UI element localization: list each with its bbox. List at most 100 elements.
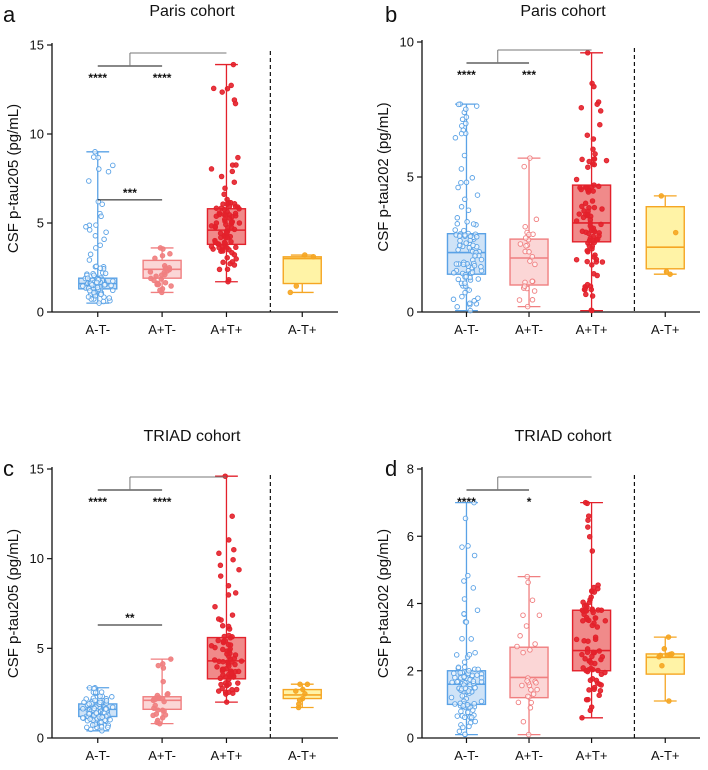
data-point bbox=[97, 242, 103, 248]
data-point bbox=[214, 664, 220, 670]
x-tick-label: A+T+ bbox=[576, 748, 608, 763]
data-point bbox=[594, 272, 600, 279]
data-point bbox=[232, 210, 239, 217]
data-point bbox=[87, 716, 93, 722]
significance-label: **** bbox=[88, 71, 107, 85]
data-point bbox=[594, 624, 601, 630]
data-point bbox=[586, 599, 593, 606]
data-point bbox=[91, 705, 97, 712]
y-tick-label: 5 bbox=[407, 170, 414, 185]
data-point bbox=[661, 646, 668, 652]
data-point bbox=[461, 659, 468, 665]
data-point bbox=[583, 291, 589, 298]
data-point bbox=[453, 652, 460, 658]
data-point bbox=[598, 682, 604, 688]
data-point bbox=[218, 173, 225, 180]
data-point bbox=[595, 667, 601, 674]
panel-b: b Paris cohort CSF p-tau202 (pg/mL) 0 5 10 A-T… bbox=[375, 2, 700, 337]
data-point bbox=[222, 185, 228, 191]
data-point bbox=[90, 154, 97, 160]
data-point bbox=[98, 689, 105, 695]
data-point bbox=[531, 288, 538, 294]
data-point bbox=[528, 699, 534, 706]
data-point bbox=[232, 590, 239, 596]
data-point bbox=[459, 635, 465, 642]
data-point bbox=[587, 220, 594, 226]
data-point bbox=[524, 678, 530, 684]
data-point bbox=[573, 636, 580, 643]
data-point bbox=[97, 699, 103, 705]
data-point bbox=[159, 252, 166, 259]
data-point bbox=[584, 646, 591, 652]
data-point bbox=[590, 233, 597, 240]
data-point bbox=[235, 668, 242, 675]
data-point bbox=[97, 265, 104, 271]
significance-bracket: **** bbox=[88, 489, 163, 509]
data-point bbox=[589, 588, 595, 595]
significance-bracket: **** bbox=[129, 476, 227, 509]
data-point bbox=[154, 692, 161, 699]
data-point bbox=[591, 254, 597, 260]
significance-label: **** bbox=[153, 495, 172, 509]
data-point bbox=[573, 218, 580, 224]
data-point bbox=[588, 225, 595, 231]
data-point bbox=[223, 221, 229, 228]
data-point bbox=[108, 282, 114, 289]
data-point bbox=[470, 221, 477, 227]
data-point bbox=[470, 242, 476, 249]
data-point bbox=[101, 282, 108, 288]
data-point bbox=[527, 258, 533, 264]
data-point bbox=[450, 296, 457, 303]
data-point bbox=[165, 691, 171, 697]
data-point bbox=[520, 718, 527, 725]
data-point bbox=[581, 286, 588, 293]
data-point bbox=[210, 85, 217, 92]
data-point bbox=[228, 238, 234, 245]
data-point bbox=[459, 693, 466, 699]
data-point bbox=[162, 279, 169, 286]
data-point bbox=[458, 130, 465, 137]
data-point bbox=[586, 666, 592, 673]
data-point bbox=[598, 671, 605, 678]
box-A+T-: A+T- bbox=[509, 573, 549, 763]
data-point bbox=[302, 691, 308, 697]
data-point bbox=[160, 246, 166, 252]
data-point bbox=[603, 157, 610, 164]
data-point bbox=[597, 687, 604, 694]
data-point bbox=[599, 206, 605, 212]
x-tick-label: A+T- bbox=[515, 748, 543, 763]
data-point bbox=[219, 685, 225, 692]
data-point bbox=[516, 297, 523, 303]
x-tick-label: A-T+ bbox=[651, 748, 680, 763]
data-point bbox=[96, 166, 102, 172]
data-point bbox=[663, 268, 670, 275]
data-point bbox=[521, 283, 528, 289]
data-point bbox=[235, 680, 241, 686]
data-point bbox=[293, 688, 299, 694]
data-point bbox=[103, 698, 110, 704]
data-point bbox=[80, 706, 86, 712]
data-point bbox=[103, 229, 109, 235]
data-point bbox=[155, 662, 162, 669]
data-point bbox=[229, 168, 236, 175]
box-A+T+: A+T+ bbox=[571, 499, 612, 763]
data-point bbox=[80, 715, 86, 721]
x-tick-label: A-T- bbox=[85, 748, 110, 763]
data-point bbox=[530, 691, 537, 697]
data-point bbox=[471, 262, 478, 269]
panel-title: Paris cohort bbox=[149, 3, 235, 20]
data-point bbox=[472, 649, 478, 656]
y-axis-label: CSF p-tau202 (pg/mL) bbox=[375, 529, 392, 678]
data-point bbox=[225, 641, 232, 648]
y-axis-label: CSF p-tau205 (pg/mL) bbox=[5, 529, 22, 678]
data-point bbox=[100, 298, 107, 305]
data-point bbox=[226, 663, 232, 669]
data-point bbox=[217, 230, 224, 236]
data-point bbox=[459, 123, 465, 129]
data-point bbox=[300, 686, 306, 693]
data-point bbox=[83, 224, 89, 230]
data-point bbox=[222, 680, 229, 686]
data-point bbox=[222, 473, 228, 479]
data-point bbox=[233, 244, 239, 251]
